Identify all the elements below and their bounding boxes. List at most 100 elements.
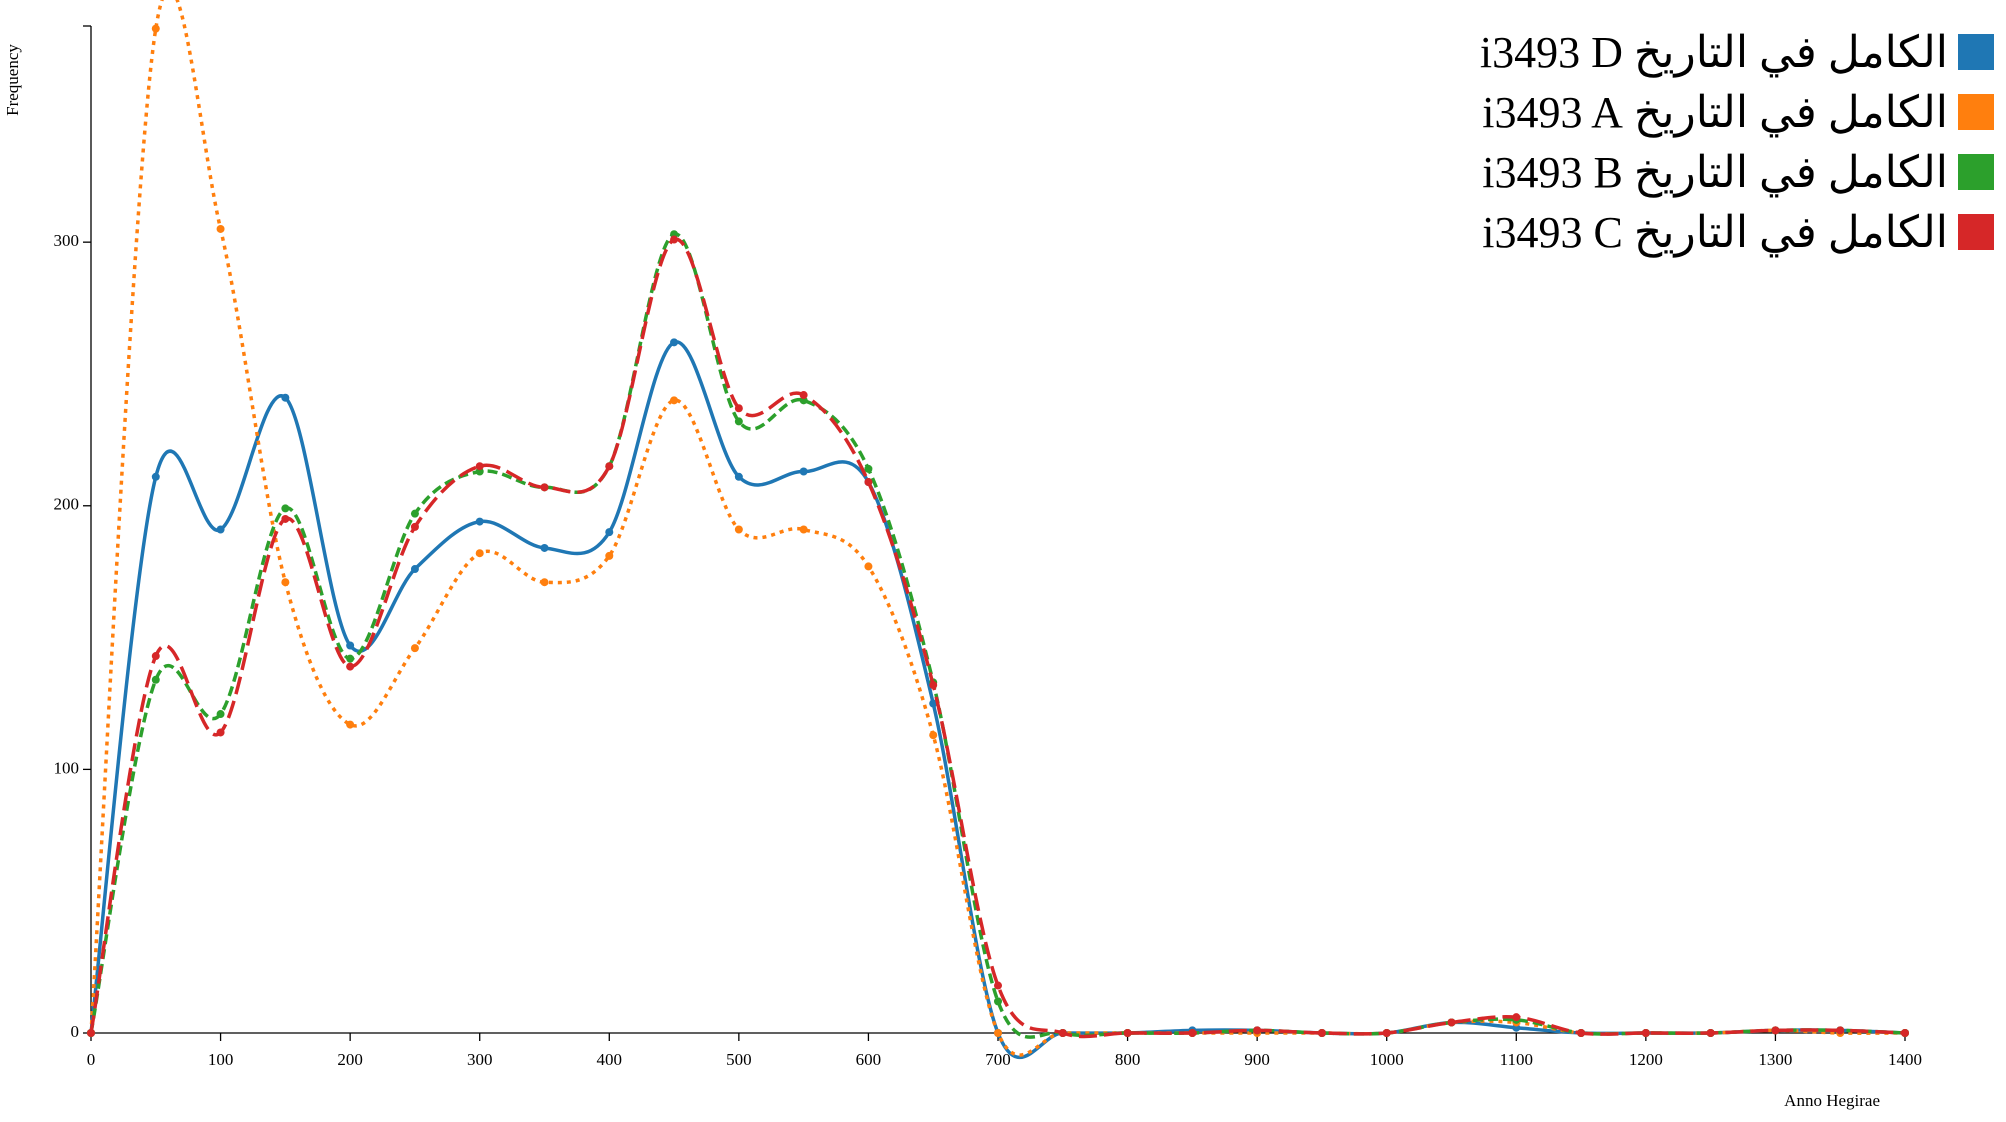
series-line <box>89 340 1906 1060</box>
series-line <box>89 232 1906 1039</box>
point <box>540 483 549 492</box>
series-line <box>89 0 1906 1057</box>
legend-entry: الكامل في التاريخ i3493 B <box>1480 142 1994 202</box>
x-tick-label: 400 <box>597 1050 623 1069</box>
point <box>994 997 1002 1006</box>
point <box>540 543 549 552</box>
point <box>346 654 355 663</box>
point <box>281 514 290 523</box>
point <box>1253 1026 1262 1035</box>
point <box>216 224 225 233</box>
point <box>216 525 225 534</box>
point <box>605 551 614 560</box>
point <box>1512 1013 1521 1022</box>
x-tick-label: 0 <box>87 1050 96 1069</box>
point <box>281 393 290 402</box>
point <box>346 641 355 650</box>
legend-label: الكامل في التاريخ i3493 D <box>1479 27 1948 77</box>
point <box>1058 1029 1067 1037</box>
point <box>346 662 355 671</box>
x-tick-label: 700 <box>985 1050 1011 1069</box>
point <box>151 24 160 33</box>
point <box>1771 1026 1780 1035</box>
point <box>670 396 679 405</box>
point <box>799 391 808 400</box>
y-tick-label: 300 <box>54 231 80 250</box>
x-tick-label: 600 <box>856 1050 882 1069</box>
legend-label: الكامل في التاريخ i3493 B <box>1482 147 1948 197</box>
x-tick-label: 1000 <box>1370 1050 1404 1069</box>
x-tick-label: 1100 <box>1500 1050 1533 1069</box>
legend-label: الكامل في التاريخ i3493 A <box>1482 87 1948 137</box>
x-tick-label: 500 <box>726 1050 752 1069</box>
legend-swatch <box>1958 154 1994 190</box>
x-tick-label: 900 <box>1244 1050 1270 1069</box>
point <box>475 549 484 558</box>
x-tick-label: 1400 <box>1888 1050 1922 1069</box>
point <box>540 578 549 587</box>
point <box>994 1029 1002 1037</box>
point <box>216 710 225 719</box>
point <box>1188 1029 1197 1037</box>
x-tick-label: 1300 <box>1758 1050 1792 1069</box>
point <box>1641 1029 1650 1037</box>
point <box>87 1029 95 1037</box>
legend-label: الكامل في التاريخ i3493 C <box>1482 207 1948 257</box>
point <box>670 235 679 244</box>
point <box>151 675 160 684</box>
x-tick-label: 800 <box>1115 1050 1141 1069</box>
point <box>410 522 419 531</box>
point <box>410 644 419 653</box>
point <box>734 472 743 481</box>
y-tick-label: 200 <box>54 495 80 514</box>
point <box>994 981 1002 990</box>
point <box>670 338 679 347</box>
point <box>281 578 290 587</box>
point <box>864 478 873 487</box>
legend-entry: الكامل في التاريخ i3493 D <box>1480 22 1994 82</box>
x-tick-label: 200 <box>337 1050 363 1069</box>
point <box>475 462 484 471</box>
point <box>151 652 160 661</box>
point <box>1447 1018 1456 1027</box>
point <box>475 517 484 526</box>
point <box>1577 1029 1586 1037</box>
point <box>410 565 419 574</box>
point <box>929 699 938 708</box>
legend-entry: الكامل في التاريخ i3493 C <box>1480 202 1994 262</box>
point <box>151 472 160 481</box>
point <box>1836 1026 1845 1035</box>
point <box>734 525 743 534</box>
point <box>1123 1029 1132 1037</box>
x-axis-label: Anno Hegirae <box>1784 1091 1880 1110</box>
point <box>346 720 355 729</box>
legend-swatch <box>1958 94 1994 130</box>
point <box>1317 1029 1326 1037</box>
legend-swatch <box>1958 214 1994 250</box>
point <box>864 562 873 571</box>
point <box>929 681 938 690</box>
point <box>605 528 614 537</box>
point <box>1901 1029 1909 1037</box>
point <box>929 731 938 740</box>
x-tick-label: 1200 <box>1629 1050 1663 1069</box>
point <box>734 417 743 426</box>
point <box>799 525 808 534</box>
legend: الكامل في التاريخ i3493 D الكامل في التار… <box>1480 22 1994 262</box>
y-tick-label: 0 <box>71 1022 80 1041</box>
point <box>410 509 419 518</box>
point <box>216 728 225 737</box>
x-tick-label: 300 <box>467 1050 493 1069</box>
point <box>734 404 743 413</box>
point <box>799 467 808 476</box>
point <box>864 464 873 473</box>
legend-swatch <box>1958 34 1994 70</box>
legend-entry: الكامل في التاريخ i3493 A <box>1480 82 1994 142</box>
y-axis-label: Frequency <box>3 44 22 116</box>
x-tick-label: 100 <box>208 1050 234 1069</box>
series-line <box>89 237 1906 1039</box>
point <box>1382 1029 1391 1037</box>
point <box>1706 1029 1715 1037</box>
